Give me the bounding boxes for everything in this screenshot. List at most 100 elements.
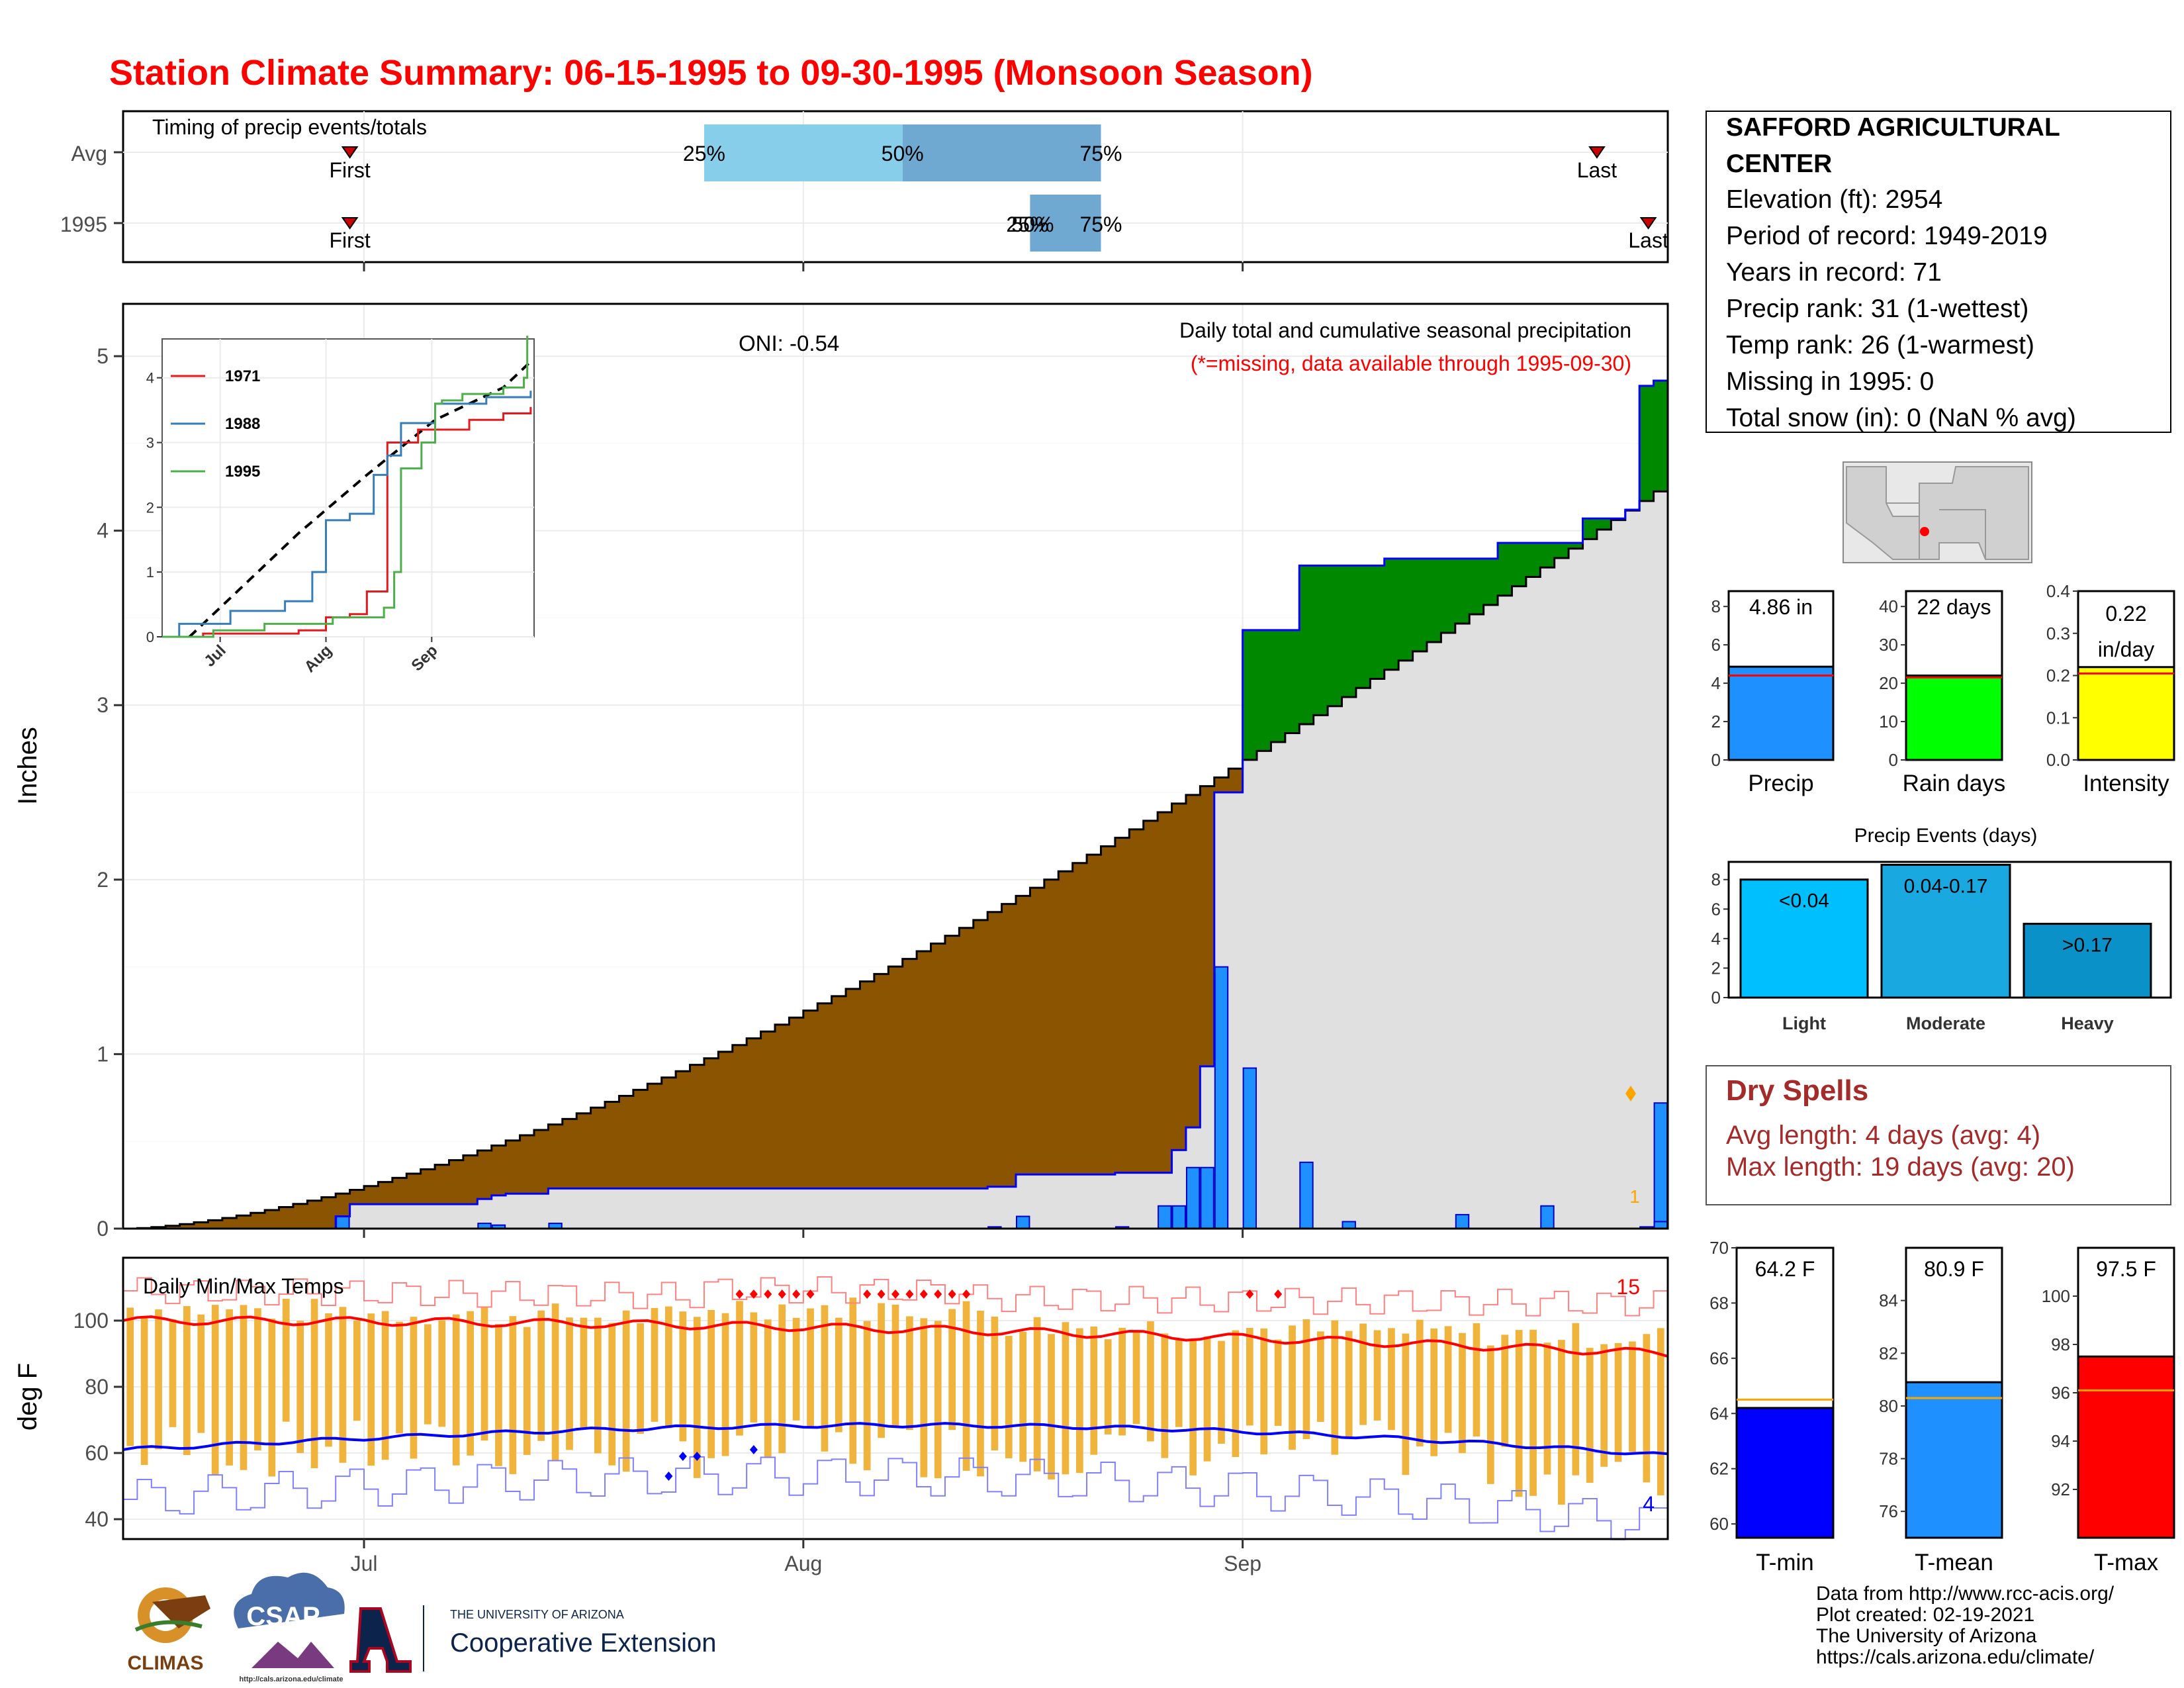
temp-range-bar [126, 1307, 134, 1446]
temp-range-bar [608, 1323, 616, 1466]
temp-ytick: 40 [85, 1507, 109, 1531]
temp-range-bar [310, 1299, 318, 1468]
events-tick: 2 [1711, 958, 1721, 978]
events-bar [2023, 923, 2152, 999]
station-period: Period of record: 1949-2019 [1726, 222, 2048, 250]
temp-range-bar [1289, 1325, 1296, 1450]
record-high-marker [1246, 1289, 1254, 1299]
temp-range-bar [1161, 1333, 1169, 1458]
temp-range-bar [1473, 1323, 1480, 1437]
oni-label: ONI: -0.54 [739, 331, 839, 355]
record-high-marker [877, 1289, 886, 1299]
avg-low-line [122, 1422, 1668, 1456]
daily-precip-bar [1016, 1215, 1030, 1230]
temp-ytick: 100 [73, 1309, 109, 1333]
summary-bar-tick: 20 [1879, 673, 1898, 693]
dry-spells-title: Dry Spells [1726, 1074, 1868, 1107]
summary-bar-tick: 6 [1711, 635, 1721, 655]
avg-last-label: Last [1577, 158, 1617, 182]
footer-data-source: Data from http://www.rcc-acis.org/ [1816, 1583, 2115, 1605]
daily-precip-bar [1540, 1205, 1555, 1230]
year-first-marker [341, 217, 359, 230]
temp-range-bar [1614, 1343, 1622, 1462]
temp-range-bar [1033, 1317, 1041, 1472]
locator-map [1843, 461, 2032, 563]
year-50-75-bar [1030, 195, 1101, 252]
temp-range-bar [551, 1303, 559, 1460]
small-annotation: 1 [1629, 1186, 1640, 1207]
temp-panel: 40 60 80 100 Jul Aug Sep Daily Min/Max Temps 1… [13, 1256, 1669, 1575]
daily-precip-bar [336, 1215, 350, 1230]
temp-range-bar [197, 1314, 205, 1433]
summary-bar-tick: 0.0 [2046, 750, 2070, 770]
precip-note: (*=missing, data available through 1995-… [1191, 352, 1631, 375]
temp-range-bar [1359, 1323, 1367, 1425]
temp-range-bar [325, 1313, 332, 1447]
record-low-line [123, 1456, 1668, 1540]
events-bar-label: Light [1782, 1013, 1826, 1033]
temp-ylabel: deg F [13, 1363, 42, 1430]
avg-25-50-bar [704, 124, 903, 181]
temp-range-bar [1657, 1328, 1664, 1495]
daily-precip-bars [336, 966, 1668, 1230]
temp-range-bar [778, 1304, 786, 1454]
station-info-box [1706, 111, 2171, 433]
temp-summary-tick: 92 [2051, 1479, 2070, 1499]
temp-range-bar [1515, 1330, 1523, 1497]
temp-summary-tick: 94 [2051, 1431, 2070, 1451]
record-high-marker [905, 1289, 914, 1299]
summary-bar-tick: 4 [1711, 673, 1721, 693]
temp-range-bar [679, 1311, 687, 1442]
station-temp-rank: Temp rank: 26 (1-warmest) [1726, 331, 2034, 359]
temp-range-bar [878, 1303, 885, 1438]
summary-bar-tick: 10 [1879, 712, 1898, 731]
temp-range-bar [1189, 1338, 1197, 1476]
daily-precip-bar [1342, 1221, 1356, 1229]
station-years: Years in record: 71 [1726, 258, 1942, 287]
inset-legend-label: 1995 [225, 463, 260, 481]
temp-range-bar [509, 1316, 517, 1474]
temp-range-bar [721, 1313, 729, 1456]
temp-range-bar [467, 1311, 474, 1456]
temp-range-bar [566, 1317, 573, 1450]
temp-range-bar [1486, 1345, 1494, 1484]
station-snow: Total snow (in): 0 (NaN % avg) [1726, 404, 2076, 432]
temp-range-bar [821, 1305, 829, 1452]
temp-range-bar [424, 1324, 432, 1425]
temp-range-bar [410, 1317, 418, 1459]
temp-range-bar [396, 1321, 403, 1434]
temp-range-bar [1402, 1333, 1410, 1476]
summary-bar-tick: 0 [1711, 750, 1721, 770]
record-high-marker [764, 1289, 772, 1299]
avg-25-label: 25% [683, 142, 725, 165]
temp-summary-tick: 64 [1709, 1403, 1729, 1423]
year-first-label: First [330, 228, 371, 252]
events-bar [1739, 878, 1869, 999]
summary-bar-label: Intensity [2083, 771, 2169, 796]
temp-range-bar [367, 1313, 375, 1466]
temp-range-bar [1331, 1320, 1339, 1455]
avg-first-label: First [330, 158, 371, 182]
temp-range-bar [934, 1321, 942, 1479]
temp-range-bar [452, 1314, 460, 1466]
timing-row-avg: Avg [71, 142, 107, 165]
summary-bar-tick: 40 [1879, 596, 1898, 616]
precip-ylabel: Inches [13, 727, 42, 805]
record-low-marker [693, 1452, 702, 1461]
record-high-marker [792, 1289, 801, 1299]
temp-range-bar [1430, 1328, 1438, 1456]
precip-caption: Daily total and cumulative seasonal prec… [1179, 318, 1631, 342]
temp-range-bar [480, 1307, 488, 1441]
avg-last-marker [1588, 146, 1606, 159]
record-high-marker [778, 1289, 786, 1299]
temp-range-bar [962, 1301, 970, 1471]
temp-range-bar [1459, 1333, 1466, 1454]
events-bar-value: <0.04 [1779, 890, 1829, 912]
footer-plot-created: Plot created: 02-19-2021 [1816, 1604, 2035, 1626]
summary-bar [1905, 675, 2003, 761]
temp-range-bar [1317, 1331, 1324, 1422]
observed-cumulative-line [123, 379, 1668, 1230]
station-missing: Missing in 1995: 0 [1726, 367, 1934, 396]
events-tick: 0 [1711, 988, 1721, 1008]
